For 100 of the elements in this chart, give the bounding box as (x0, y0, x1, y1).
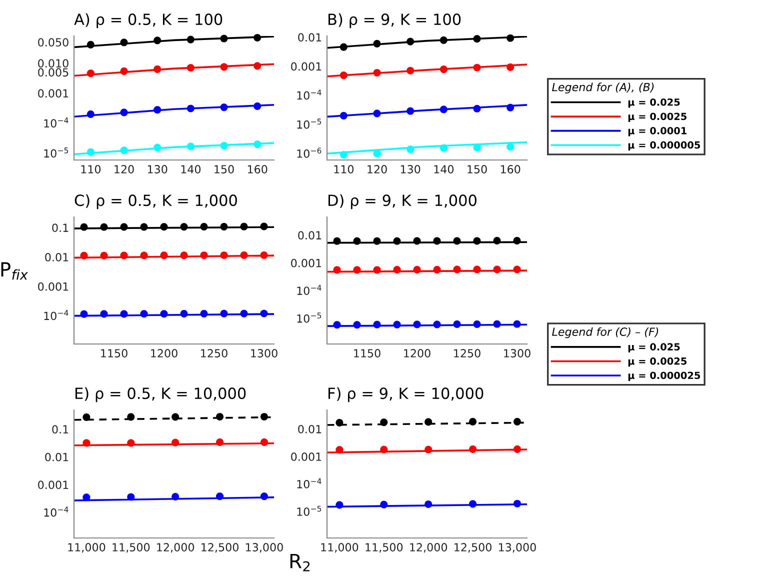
point (100, 252, 108, 260)
point (86, 40, 94, 49)
chart-title: A) ρ = 0.5, K = 100 (74, 13, 222, 28)
point (473, 35, 481, 43)
point (493, 320, 501, 328)
point (406, 145, 414, 154)
point (140, 310, 148, 318)
x-tick-label: 160 (248, 165, 268, 174)
point (506, 104, 514, 112)
point (260, 251, 268, 259)
x-tick-label: 120 (114, 165, 134, 174)
point (186, 104, 194, 112)
point (154, 36, 162, 44)
point (216, 412, 224, 421)
point (468, 418, 477, 426)
x-tick-label: 130 (400, 165, 420, 174)
point (186, 64, 194, 72)
y-tick-label: 10$^{−4}$ (297, 478, 322, 488)
point (513, 418, 522, 426)
point (380, 446, 388, 454)
point (216, 438, 224, 446)
point (82, 439, 90, 447)
point (440, 106, 448, 114)
text: μ = 0.000025 (628, 372, 700, 381)
text: μ = 0.0001 (628, 127, 686, 136)
point (506, 34, 514, 42)
point (433, 320, 441, 328)
point (433, 237, 441, 245)
x-tick-label: 1150 (354, 349, 380, 358)
point (453, 320, 461, 328)
point (333, 266, 341, 274)
x-tick-label: 11,000 (321, 543, 358, 553)
point (406, 38, 414, 46)
x-tick-label: 130 (148, 165, 168, 174)
point (172, 413, 180, 421)
point (180, 222, 188, 231)
point (373, 40, 381, 48)
point (424, 500, 432, 508)
point (373, 110, 381, 118)
point (506, 63, 514, 72)
text: μ = 0.0025 (628, 357, 686, 367)
point (180, 310, 188, 318)
y-tick-label: 0.050 (38, 38, 68, 47)
point (473, 64, 481, 72)
point (513, 320, 521, 328)
x-tick-label: 11,000 (68, 543, 106, 553)
point (127, 493, 135, 501)
x-tick-label: 160 (500, 165, 520, 174)
x-tick-label: 150 (214, 165, 234, 174)
point (172, 492, 180, 500)
point (493, 266, 501, 274)
point (100, 223, 108, 231)
point (440, 144, 448, 152)
point (393, 320, 401, 328)
point (80, 252, 88, 260)
point (80, 223, 88, 231)
point (86, 69, 94, 78)
x-tick-label: 140 (434, 165, 454, 174)
chart-title: F) ρ = 9, K = 10,000 (328, 387, 484, 402)
y-tick-label: 10$^{−4}$ (297, 284, 322, 295)
point (353, 320, 361, 329)
point (220, 103, 228, 112)
chart-title: E) ρ = 0.5, K = 10,000 (76, 387, 246, 402)
point (473, 237, 481, 245)
point (82, 494, 90, 502)
point (473, 266, 481, 274)
point (260, 438, 268, 446)
point (140, 223, 148, 231)
point (493, 236, 501, 245)
point (413, 237, 421, 245)
point (513, 445, 522, 453)
chart-title: B) ρ = 9, K = 100 (328, 13, 461, 28)
point (80, 310, 88, 318)
point (82, 413, 90, 421)
y-tick-label: 10$^{−5}$ (297, 312, 322, 323)
y-tick-label: 0.001 (38, 89, 68, 98)
x-tick-label: 120 (368, 165, 387, 174)
x-tick-label: 1200 (404, 349, 430, 358)
point (120, 108, 128, 116)
point (336, 418, 344, 426)
x-tick-label: 140 (181, 165, 201, 174)
point (373, 320, 381, 328)
y-tick-label: 0.001 (291, 452, 322, 461)
y-tick-label: 10$^{−4}$ (297, 90, 322, 100)
x-tick-label: 1250 (201, 349, 228, 358)
x-tick-label: 1250 (454, 349, 480, 358)
point (240, 251, 248, 259)
point (86, 110, 94, 118)
y-tick-label: 0.01 (298, 33, 322, 42)
point (120, 310, 128, 318)
point (120, 223, 128, 231)
legend-title: Legend for (A), (B) (552, 82, 654, 94)
point (453, 266, 461, 274)
point (353, 266, 361, 274)
point (373, 150, 381, 158)
point (260, 412, 268, 421)
x-tick-label: 1150 (101, 349, 128, 358)
x-tick-label: 1300 (251, 349, 278, 358)
point (513, 236, 521, 245)
point (220, 310, 228, 318)
